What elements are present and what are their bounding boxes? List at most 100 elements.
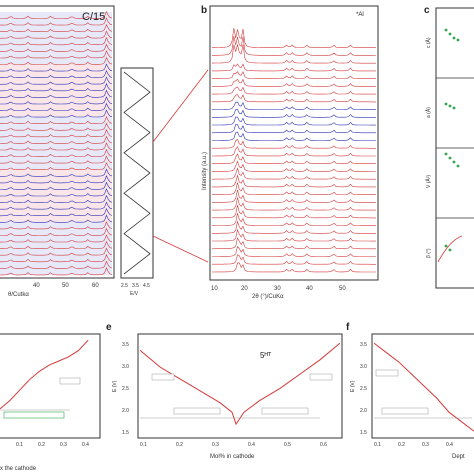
panel-e-curve (139, 342, 341, 426)
panel-a-trace (0, 30, 113, 39)
panel-e-xlabel: Mol% in cathode (210, 454, 255, 460)
panel-f-yticks: 3.5 3.0 2.5 2.0 1.5 (360, 342, 367, 436)
panel-c-point (456, 164, 460, 168)
panel-b-trace (212, 182, 376, 195)
panel-f-ytick: 2.0 (360, 408, 367, 414)
connector-line (152, 235, 209, 263)
panel-a-inset-frame (120, 67, 154, 279)
panel-a-trace (0, 201, 113, 210)
panel-c-curve (437, 235, 463, 263)
panel-b-trace (212, 189, 376, 203)
panel-a-trace (0, 83, 113, 92)
panel-a-trace (0, 161, 113, 171)
panel-c: c c (Å) a (Å) V (Å³) β (°) (424, 5, 474, 289)
panel-c-point (448, 104, 452, 108)
panel-b: b *Al Intensity (a.u.) 10 20 30 40 50 2θ… (201, 5, 379, 300)
panel-f-xtick: 0.4 (446, 442, 453, 448)
panel-a-trace (0, 175, 113, 184)
panel-f-ylabel: E (V) (350, 380, 356, 392)
panel-b-trace (212, 71, 376, 79)
panel-d-xticks: 0.1 0.2 0.3 0.4 (16, 442, 89, 448)
panel-c-row-label: a (Å) (425, 107, 432, 118)
panel-f-xlabel: Dept (452, 454, 465, 460)
panel-e-xtick: 0.1 (140, 442, 147, 448)
panel-e-annotation-box (309, 373, 333, 381)
panel-c-row-label: c (Å) (425, 37, 432, 48)
panel-a-trace (0, 69, 113, 78)
panel-a-traces (0, 10, 113, 276)
panel-d-annotation-box (3, 411, 65, 419)
panel-e-yticks: 3.5 3.0 2.5 2.0 1.5 (122, 342, 129, 436)
panel-b-trace (212, 109, 376, 118)
panel-d-reference (0, 377, 81, 419)
panel-b-ylabel: Intensity (a.u.) (202, 152, 208, 190)
panel-d-xtick: 0.4 (82, 442, 89, 448)
panel-a-inset-label: E/V (130, 291, 139, 297)
panel-b-trace (212, 167, 376, 180)
panel-f-ytick: 1.5 (360, 430, 367, 436)
panel-b-trace (212, 220, 376, 234)
panel-a-trace (0, 155, 113, 164)
panel-a-xticks: 40 50 60 (33, 283, 99, 289)
panel-b-xlabel: 2θ (°)/CuKα (252, 294, 284, 300)
panel-a-trace (0, 142, 113, 151)
panel-a-trace (0, 254, 113, 263)
panel-d-xtick: 0.3 (60, 442, 67, 448)
panel-e-ytick: 2.0 (122, 408, 129, 414)
panel-a-trace (0, 221, 113, 230)
panel-b-xtick: 20 (241, 286, 248, 292)
panel-b-trace (212, 131, 376, 141)
panel-c-point (444, 152, 448, 156)
panel-a-trace (0, 10, 113, 19)
panel-c-point (444, 244, 448, 248)
panel-b-trace (212, 63, 376, 72)
panel-a-trace (0, 109, 113, 118)
panel-c-point (452, 106, 456, 110)
panel-a-trace (0, 63, 113, 72)
panel-a-inset-ticks: 2.5 3.5 4.5 (121, 283, 150, 289)
panel-c-point (444, 102, 448, 106)
panel-a: C/15 40 50 60 θ/Cutkα 2.5 3.5 4.5 E/V (0, 5, 209, 298)
panel-b-trace (212, 94, 376, 103)
panel-a-trace (0, 194, 113, 203)
panel-e-xtick: 0.3 (212, 442, 219, 448)
connector-line (152, 69, 209, 143)
panel-d-frame (0, 333, 101, 439)
panel-e-xtick: 0.4 (248, 442, 255, 448)
panel-b-trace (212, 237, 376, 250)
panel-b-trace (212, 86, 376, 95)
panel-b-trace (212, 205, 376, 219)
panel-b-trace (212, 27, 376, 48)
panel-b-title: *Al (356, 12, 364, 18)
panel-e-letter: e (106, 322, 112, 333)
panel-a-trace (0, 168, 113, 177)
panel-f-xtick: 0.3 (422, 442, 429, 448)
panel-e-ylabel: E (V) (112, 380, 118, 392)
panel-d-xlabel: x the cathode (0, 466, 37, 472)
panel-a-xtick: 60 (92, 283, 99, 289)
panel-c-row-label: V (Å³) (425, 175, 432, 188)
panel-a-trace (0, 207, 113, 217)
panel-b-trace (212, 245, 376, 257)
panel-d-annotation-box (59, 377, 81, 385)
panel-a-inset-curve (123, 71, 151, 275)
panel-a-trace (0, 247, 113, 256)
panel-a-inset-tick: 4.5 (143, 283, 150, 289)
panel-f-xticks: 0.1 0.2 0.3 0.4 (374, 442, 453, 448)
panel-e-xticks: 0.1 0.2 0.3 0.4 0.5 0.6 (140, 442, 327, 448)
panel-f-ytick: 3.5 (360, 342, 367, 348)
panel-a-trace (0, 122, 113, 131)
panel-e-ytick: 3.5 (122, 342, 129, 348)
panel-f-annotation-box (375, 369, 399, 377)
panel-b-traces (211, 27, 376, 273)
panel-b-trace (212, 262, 376, 273)
panel-e-ytick: 3.0 (122, 364, 129, 370)
panel-b-trace (212, 44, 376, 64)
panel-b-trace (212, 228, 376, 242)
panel-d: 0.1 0.2 0.3 0.4 x the cathode (0, 333, 101, 472)
panel-d-curve (0, 339, 89, 410)
panel-b-letter: b (201, 5, 207, 16)
panel-e-frame (137, 333, 343, 439)
panel-e-ytick: 2.5 (122, 386, 129, 392)
panel-b-frame (209, 5, 379, 281)
